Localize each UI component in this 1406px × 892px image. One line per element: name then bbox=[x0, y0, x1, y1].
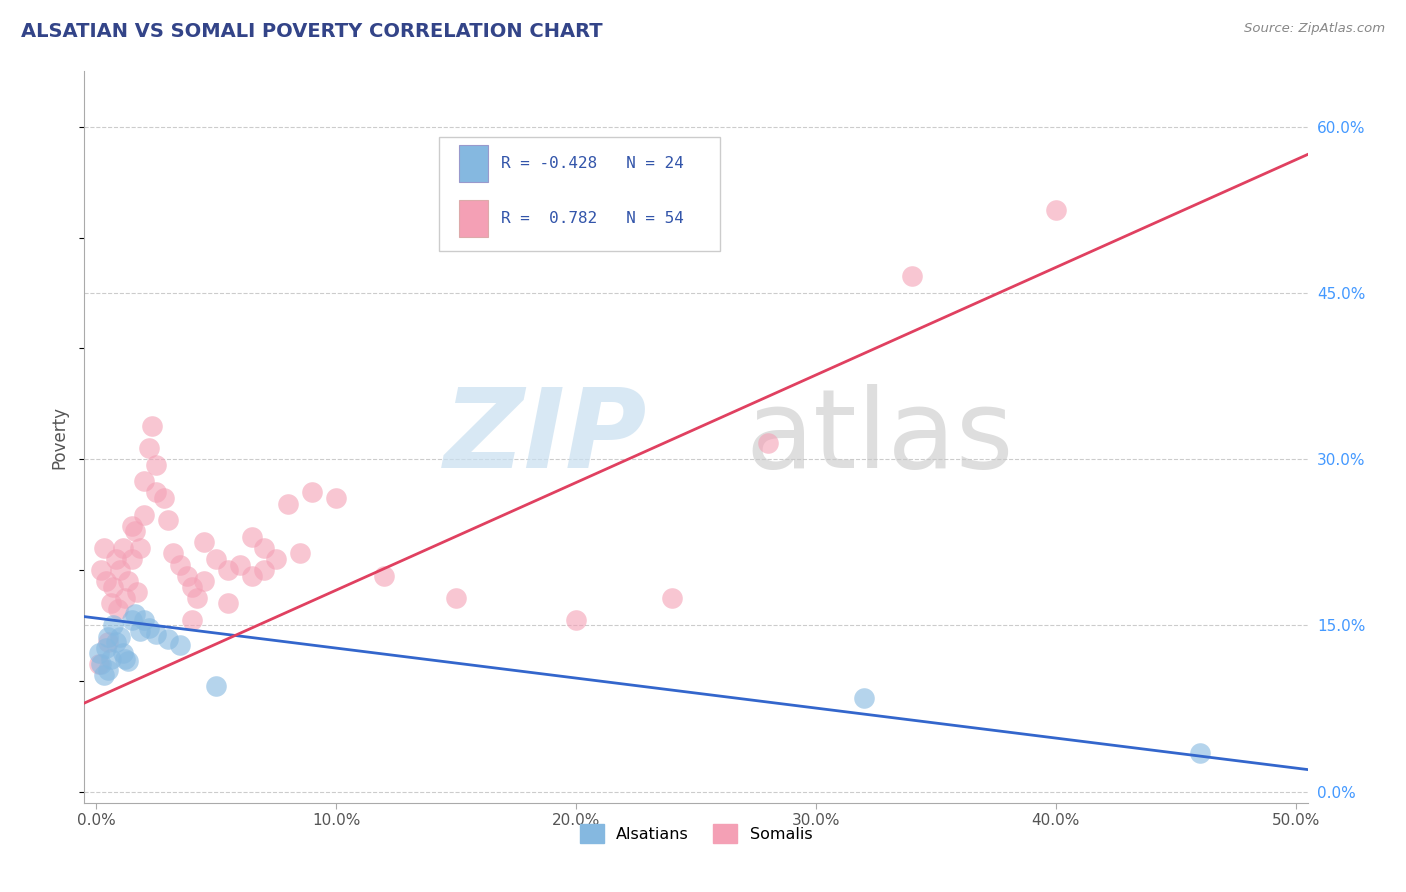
Point bbox=[90, 563, 112, 577]
Text: atlas: atlas bbox=[745, 384, 1014, 491]
Point bbox=[128, 541, 150, 555]
Point bbox=[181, 613, 204, 627]
Point bbox=[97, 663, 120, 677]
Point bbox=[94, 574, 117, 589]
Point bbox=[661, 591, 683, 605]
Point bbox=[104, 552, 127, 566]
Point bbox=[444, 591, 467, 605]
Point bbox=[114, 591, 136, 605]
Point bbox=[127, 585, 149, 599]
FancyBboxPatch shape bbox=[439, 137, 720, 251]
Point bbox=[205, 552, 228, 566]
Point bbox=[565, 613, 588, 627]
Point bbox=[128, 624, 150, 638]
Point bbox=[124, 524, 146, 539]
Point bbox=[97, 630, 120, 644]
Point bbox=[111, 541, 134, 555]
Point bbox=[290, 546, 312, 560]
Point bbox=[124, 607, 146, 622]
Point bbox=[134, 475, 156, 489]
Point bbox=[157, 513, 180, 527]
Point bbox=[87, 657, 110, 672]
Point bbox=[301, 485, 323, 500]
Point bbox=[157, 632, 180, 646]
Point bbox=[100, 596, 122, 610]
Point bbox=[186, 591, 208, 605]
Point bbox=[277, 497, 299, 511]
Point bbox=[110, 630, 132, 644]
Point bbox=[169, 639, 191, 653]
Point bbox=[373, 568, 395, 582]
Legend: Alsatians, Somalis: Alsatians, Somalis bbox=[574, 817, 818, 850]
Point bbox=[141, 419, 163, 434]
Point bbox=[152, 491, 174, 505]
Point bbox=[138, 621, 160, 635]
Point bbox=[193, 574, 215, 589]
Point bbox=[240, 568, 263, 582]
Text: R = -0.428   N = 24: R = -0.428 N = 24 bbox=[502, 156, 685, 171]
Point bbox=[325, 491, 347, 505]
Point bbox=[134, 613, 156, 627]
Point bbox=[110, 563, 132, 577]
Point bbox=[94, 640, 117, 655]
Point bbox=[756, 435, 779, 450]
Point bbox=[229, 558, 252, 572]
Point bbox=[217, 563, 239, 577]
Y-axis label: Poverty: Poverty bbox=[51, 406, 69, 468]
Point bbox=[104, 635, 127, 649]
Point bbox=[169, 558, 191, 572]
FancyBboxPatch shape bbox=[458, 145, 488, 182]
Point bbox=[1045, 202, 1067, 217]
Point bbox=[205, 680, 228, 694]
Point bbox=[117, 574, 139, 589]
Point bbox=[107, 602, 129, 616]
Point bbox=[121, 518, 143, 533]
Point bbox=[90, 657, 112, 672]
Text: ZIP: ZIP bbox=[443, 384, 647, 491]
Point bbox=[97, 635, 120, 649]
Point bbox=[240, 530, 263, 544]
Point bbox=[93, 668, 115, 682]
Point bbox=[145, 485, 167, 500]
Point bbox=[145, 627, 167, 641]
Point bbox=[176, 568, 198, 582]
Point bbox=[1188, 746, 1211, 760]
Point bbox=[138, 441, 160, 455]
FancyBboxPatch shape bbox=[458, 200, 488, 236]
Point bbox=[114, 651, 136, 665]
Point bbox=[181, 580, 204, 594]
Point bbox=[100, 651, 122, 665]
Point bbox=[117, 654, 139, 668]
Text: ALSATIAN VS SOMALI POVERTY CORRELATION CHART: ALSATIAN VS SOMALI POVERTY CORRELATION C… bbox=[21, 22, 603, 41]
Point bbox=[193, 535, 215, 549]
Point bbox=[101, 618, 124, 632]
Point bbox=[264, 552, 287, 566]
Point bbox=[901, 269, 924, 284]
Point bbox=[134, 508, 156, 522]
Point bbox=[852, 690, 875, 705]
Point bbox=[253, 563, 276, 577]
Point bbox=[145, 458, 167, 472]
Point bbox=[101, 580, 124, 594]
Point bbox=[121, 613, 143, 627]
Point bbox=[87, 646, 110, 660]
Point bbox=[162, 546, 184, 560]
Point bbox=[121, 552, 143, 566]
Text: R =  0.782   N = 54: R = 0.782 N = 54 bbox=[502, 211, 685, 226]
Point bbox=[111, 646, 134, 660]
Point bbox=[93, 541, 115, 555]
Point bbox=[253, 541, 276, 555]
Point bbox=[217, 596, 239, 610]
Text: Source: ZipAtlas.com: Source: ZipAtlas.com bbox=[1244, 22, 1385, 36]
